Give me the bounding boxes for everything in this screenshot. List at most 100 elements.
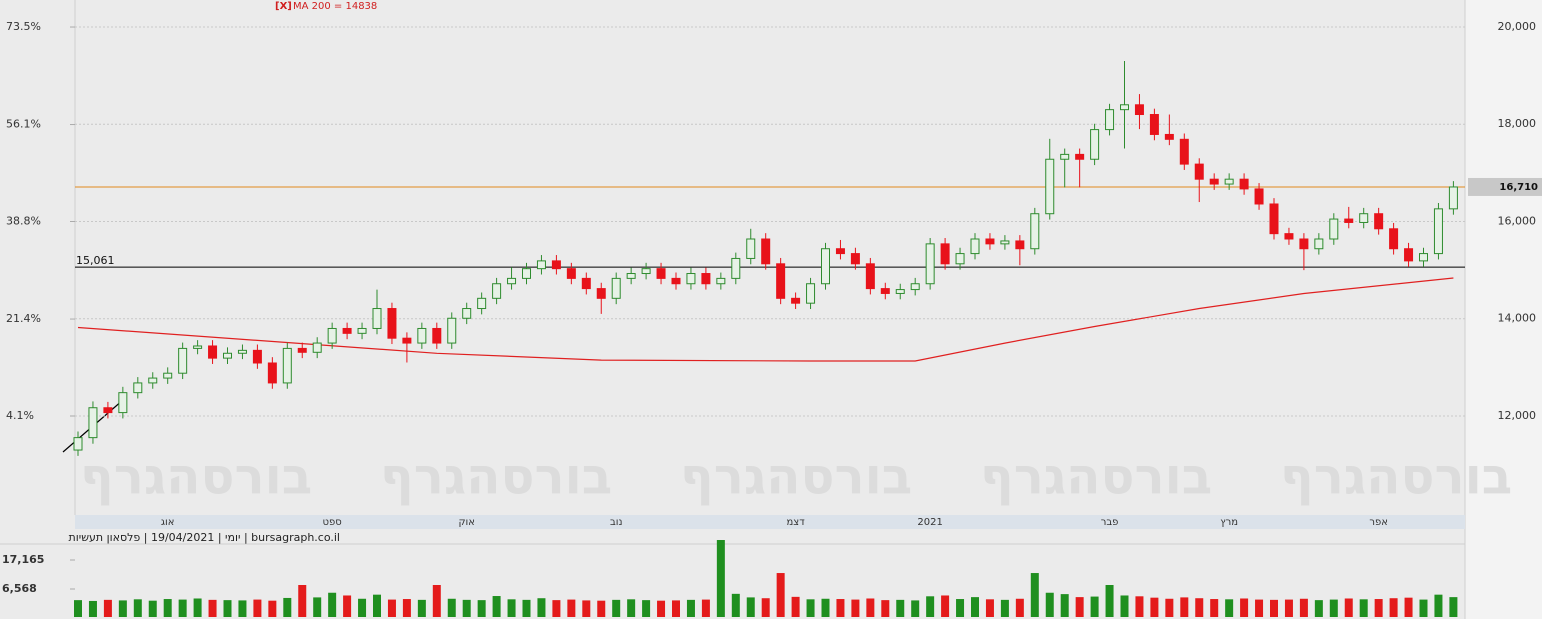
volume-bar	[373, 594, 381, 617]
watermark: בורסהגרף	[680, 448, 912, 506]
candle-body	[746, 238, 756, 259]
x-tick-label: ספט	[323, 517, 342, 528]
volume-bar	[567, 599, 576, 617]
x-tick-label: מרץ	[1220, 517, 1238, 528]
volume-bar	[74, 600, 82, 617]
candle-body	[536, 260, 546, 270]
candle-body	[432, 327, 442, 344]
candle-body	[551, 260, 561, 270]
volume-bar	[1404, 597, 1413, 617]
candle-body	[835, 248, 845, 255]
volume-bar	[343, 595, 352, 617]
candle-body	[387, 308, 397, 339]
y2-tick-label: 38.8%	[6, 215, 41, 228]
y2-tick-label: 4.1%	[6, 409, 34, 422]
volume-bar	[791, 596, 800, 617]
candle-body	[1134, 104, 1144, 116]
volume-bar	[761, 598, 770, 617]
candle-body	[1299, 238, 1309, 250]
candle-body	[178, 347, 188, 374]
candle-body	[626, 273, 636, 279]
candle-body	[1329, 218, 1339, 240]
candle-body	[372, 308, 382, 329]
volume-bar	[776, 573, 785, 617]
volume-bar	[462, 599, 471, 617]
candle-body	[1404, 248, 1414, 262]
candle-body	[193, 345, 203, 349]
candle-body	[581, 277, 591, 290]
volume-bar	[1284, 599, 1293, 617]
volume-bar	[1449, 597, 1458, 617]
volume-bar	[1165, 598, 1174, 617]
candle-body	[342, 327, 352, 334]
footer: יומי | 19/04/2021 | פלסאון תעשיות | burs…	[69, 531, 340, 544]
volume-bar	[1419, 599, 1428, 617]
volume-bar	[1255, 599, 1264, 617]
candle-body	[1419, 253, 1428, 262]
candle-body	[237, 349, 247, 354]
y-tick-label: 16,000	[1498, 214, 1537, 227]
volume-tick-label: 6,568	[2, 582, 37, 595]
volume-bar	[881, 600, 890, 617]
volume-bar	[148, 600, 157, 617]
volume-bar	[447, 598, 456, 617]
candle-body	[985, 238, 995, 245]
candle-body	[761, 238, 771, 265]
volume-bar	[597, 600, 606, 617]
candle-body	[1030, 213, 1040, 250]
candle-body	[880, 288, 890, 294]
volume-bar	[537, 598, 546, 617]
watermark: בורסהגרף	[980, 448, 1212, 506]
watermark: בורסהגרף	[1280, 448, 1512, 506]
candle-body	[701, 273, 711, 285]
candle-body	[641, 268, 651, 275]
volume-bar	[163, 599, 172, 617]
volume-bar	[1150, 597, 1159, 617]
x-tick-label: דצמ	[787, 517, 806, 528]
volume-tick-label: 17,165	[2, 553, 44, 566]
y2-tick-label: 21.4%	[6, 312, 41, 325]
volume-bar	[851, 599, 860, 617]
volume-bar	[911, 600, 920, 617]
watermark: בורסהגרף	[380, 448, 612, 506]
candle-body	[1209, 178, 1219, 185]
volume-bar	[716, 540, 725, 617]
candle-body	[73, 437, 83, 451]
candle-body	[312, 342, 322, 353]
candle-body	[1224, 178, 1234, 185]
candle-body	[118, 392, 128, 414]
candle-body	[522, 268, 531, 279]
x-tick-label: אוג	[161, 517, 175, 528]
volume-bar	[387, 599, 396, 617]
candle-body	[1239, 178, 1249, 190]
volume-bar	[956, 599, 965, 617]
volume-bar	[1374, 599, 1383, 617]
y-tick-label: 12,000	[1498, 409, 1537, 422]
volume-bar	[642, 600, 651, 617]
candle-body	[357, 327, 367, 334]
candle-body	[163, 372, 173, 379]
volume-bar	[88, 600, 97, 617]
candle-body	[402, 337, 412, 344]
candle-body	[1000, 240, 1010, 245]
volume-bar	[1389, 598, 1398, 617]
volume-bar	[238, 600, 247, 617]
candle-body	[208, 345, 218, 359]
volume-bar	[582, 600, 591, 617]
volume-bar	[1240, 598, 1249, 617]
candle-body	[103, 407, 113, 414]
volume-bar	[1434, 594, 1443, 617]
volume-bar	[1135, 596, 1144, 617]
ma-label: MA 200 = 14838	[293, 1, 377, 12]
volume-bar	[417, 599, 426, 617]
volume-bar	[627, 599, 636, 617]
volume-bar	[896, 599, 905, 617]
volume-bar	[1045, 592, 1054, 617]
volume-bar	[1270, 599, 1278, 617]
volume-bar	[806, 599, 815, 617]
candle-body	[267, 362, 277, 384]
volume-bar	[268, 600, 277, 617]
volume-bar	[612, 599, 621, 617]
candle-body	[850, 253, 860, 265]
